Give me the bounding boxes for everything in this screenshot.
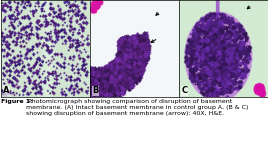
Text: B: B [92, 86, 99, 95]
Text: A: A [3, 86, 10, 95]
Text: C: C [182, 86, 188, 95]
Text: Photomicrograph showing comparison of disruption of basement
membrane. (A) Intac: Photomicrograph showing comparison of di… [26, 99, 248, 116]
Text: Figure 1:: Figure 1: [1, 99, 33, 104]
